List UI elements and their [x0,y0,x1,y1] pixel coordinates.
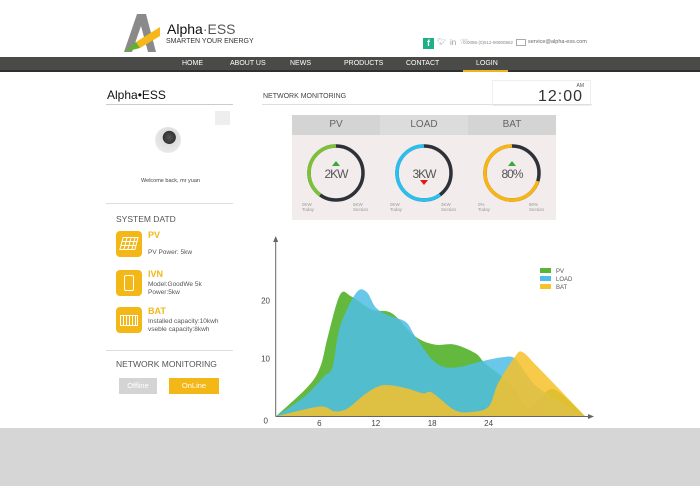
mail-icon [516,39,526,46]
phone-icon: ☏ [460,39,469,46]
nav-contact[interactable]: CONTACT [406,60,440,67]
battery-icon [116,307,142,333]
gauge-today-value: 0KW [302,202,312,207]
email-link[interactable]: service@alpha-ess.com [528,39,587,45]
bat-usable: vseble capacity:8kwh [148,326,210,333]
phone-number: 0086-(0)512-80900862 [467,40,514,45]
gauge-load: LOAD 3KW 0KW Today 3KW Section [380,115,468,220]
twitter-icon[interactable]: 🐦︎ [437,39,446,46]
page-title: NETWORK MONITORING [263,93,347,100]
gauge-section-label: Section [529,207,545,212]
area-bat [275,351,586,417]
pv-power: PV Power: 5kw [148,249,193,256]
gauge-today-value: 0% [478,202,485,207]
sidebar-logo: Alpha•ESS [107,88,166,102]
x-tick-label: 12 [371,419,380,428]
linkedin-icon[interactable]: in [450,38,457,47]
nav-about-us[interactable]: ABOUT US [230,60,266,67]
gauge-label: PV [292,115,380,135]
gauge-section-value: 80% [529,202,539,207]
gauge-value: 2KW [324,167,348,181]
sidebar-monitoring-title: NETWORK MONITORING [116,359,217,369]
online-button[interactable]: OnLine [169,378,219,394]
legend-label-pv: PV [556,269,564,275]
y-tick-label: 10 [261,355,270,364]
x-tick-label: 18 [428,419,437,428]
gauge-section-value: 3KW [441,202,451,207]
gauge-arc [307,144,365,202]
brand-tagline: SMARTEN YOUR ENERGY [166,38,254,45]
trend-up-icon [508,161,516,166]
bat-title: BAT [148,306,166,316]
area-chart: PV LOAD BAT 6 12 18 24 0 10 20 [261,236,594,428]
pv-title: PV [148,230,161,240]
legend-swatch-load [540,276,551,281]
gauge-today-label: Today [478,207,491,212]
main-nav: HOME ABOUT US NEWS PRODUCTS CONTACT LOGI… [0,57,700,72]
ivn-power: Power:5kw [148,289,180,296]
facebook-icon[interactable]: f [423,38,434,49]
ivn-title: IVN [148,269,164,279]
nav-login[interactable]: LOGIN [476,60,498,67]
clock-time: 12:00 [537,88,583,105]
gauge-value: 3KW [412,167,436,181]
gauge-today-value: 0KW [390,202,400,207]
gauge-arc [483,144,541,202]
trend-up-icon [332,161,340,166]
y-tick-label: 20 [261,297,270,306]
x-tick-label: 6 [317,419,322,428]
gauge-today-label: Today [390,207,403,212]
system-data-title: SYSTEM DATD [116,214,176,224]
clock-ampm: AM [576,83,585,89]
y-tick-label: 0 [264,417,269,426]
gauge-bat: BAT 80% 0% Today 80% Section [468,115,556,220]
brand-name: Alpha [167,21,203,37]
ivn-model: Model:GoodWe 5k [148,281,202,288]
gauge-value: 80% [501,167,523,181]
offline-button[interactable]: Offline [119,378,157,394]
gauge-pv: PV 2KW 0KW Today 5KW Section [292,115,380,220]
legend-label-load: LOAD [556,277,573,283]
alpha-logo-icon [124,14,160,52]
nav-products[interactable]: PRODUCTS [344,60,384,67]
solar-panel-icon [116,231,142,257]
nav-news[interactable]: NEWS [290,60,311,67]
welcome-text: Welcome back, mr yuan [141,178,200,184]
footer [0,428,700,486]
active-nav-indicator [463,70,508,72]
x-tick-label: 24 [484,419,493,428]
y-axis-arrow [273,236,279,242]
gauge-section-label: Section [353,207,369,212]
bat-installed: Installed capacity:10kwh [148,318,219,325]
gauge-label: BAT [468,115,556,135]
settings-button[interactable] [215,111,230,125]
legend-swatch-pv [540,268,551,273]
gauge-today-label: Today [302,207,315,212]
gauge-section-value: 5KW [353,202,363,207]
clock: AM 12:00 [492,80,591,106]
gauge-label: LOAD [380,115,468,135]
gauge-section-label: Section [441,207,457,212]
x-axis-arrow [588,414,594,419]
brand-suffix: ESS [207,21,236,37]
gauge-arc [395,144,453,202]
inverter-icon [116,270,142,296]
trend-down-icon [420,180,428,185]
nav-home[interactable]: HOME [182,60,203,67]
logo[interactable] [122,12,162,52]
avatar[interactable] [155,127,181,153]
legend-swatch-bat [540,284,551,289]
legend-label-bat: BAT [556,285,568,291]
